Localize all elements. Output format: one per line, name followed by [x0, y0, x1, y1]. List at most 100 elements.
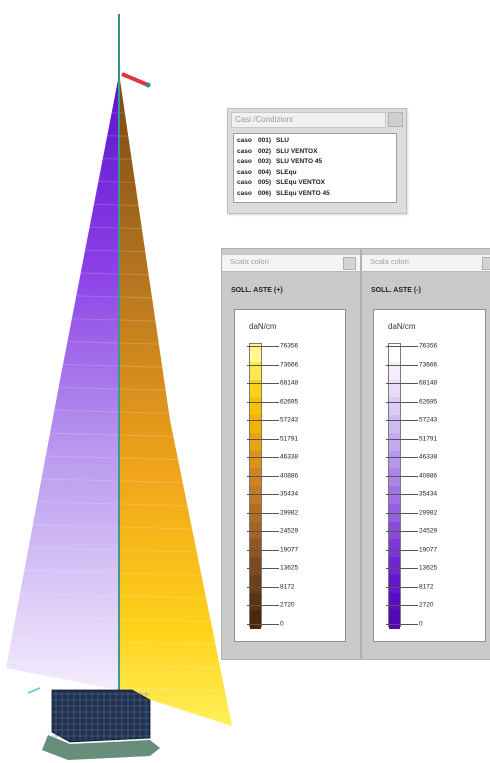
load-cases-panel: Casi /Condizioni caso 001) SLU caso 002) SLU …	[227, 108, 407, 214]
legend-tick-label: 46338	[280, 453, 299, 461]
scale-heading: SOLL. ASTE (+)	[231, 287, 283, 294]
color-swatch	[250, 574, 261, 593]
legend-tick-label: 24529	[280, 527, 299, 535]
legend-tick	[386, 401, 418, 403]
close-icon[interactable]	[388, 112, 403, 127]
scale-panel-title: Scala colori	[230, 257, 269, 266]
legend-tick	[386, 568, 418, 570]
legend-tick-label: 76356	[280, 342, 299, 350]
legend-tick	[247, 494, 279, 496]
legend-tick-label: 2720	[280, 601, 295, 609]
legend-tick	[247, 512, 279, 514]
unit-label: daN/cm	[249, 322, 277, 331]
legend-tick-label: 68148	[419, 379, 438, 387]
color-swatch	[389, 521, 400, 540]
scale-panel-header[interactable]: Scala colori	[362, 255, 490, 272]
color-swatch	[250, 592, 261, 611]
load-case-row[interactable]: caso 003) SLU VENTO 45	[237, 157, 393, 168]
load-case-name: SLEqu	[276, 168, 297, 176]
scale-panel-negative: Scala colori SOLL. ASTE (-) daN/cm 76356…	[361, 248, 490, 660]
wind-arrow-tip	[145, 82, 151, 88]
legend-tick-label: 62695	[419, 398, 438, 406]
legend-tick-label: 19077	[419, 546, 438, 554]
color-swatch	[250, 450, 261, 469]
positive-stress-diagram	[120, 80, 232, 726]
foundation-block	[42, 689, 160, 760]
load-case-row[interactable]: caso 001) SLU	[237, 136, 393, 147]
color-bar	[388, 343, 401, 629]
load-cases-list[interactable]: caso 001) SLU caso 002) SLU VENTOX caso 003) SLU…	[233, 133, 397, 203]
legend-tick	[386, 438, 418, 440]
legend-tick	[386, 457, 418, 459]
color-swatch	[389, 574, 400, 593]
color-swatch	[250, 557, 261, 576]
unit-label: daN/cm	[388, 322, 416, 331]
load-cases-title: Casi /Condizioni	[231, 112, 386, 128]
load-case-name: SLU	[276, 137, 289, 144]
load-case-row[interactable]: caso 002) SLU VENTOX	[237, 147, 393, 158]
legend-tick	[386, 383, 418, 385]
load-case-name: SLEqu VENTO 45	[276, 189, 330, 197]
color-swatch	[389, 539, 400, 558]
color-bar	[249, 343, 262, 629]
legend-tick-label: 51791	[419, 435, 438, 443]
legend-tick	[247, 605, 279, 607]
load-case-word: caso	[237, 137, 252, 144]
legend-tick-label: 57243	[280, 416, 299, 424]
legend-tick-label: 24529	[419, 527, 438, 535]
legend-tick-label: 57243	[419, 416, 438, 424]
load-case-row[interactable]: caso 005) SLEqu VENTOX	[237, 178, 393, 189]
color-swatch	[389, 415, 400, 434]
color-legend: daN/cm 76356 73666 68148 62695 57243 51791 463…	[373, 309, 486, 642]
legend-tick	[386, 586, 418, 588]
color-swatch	[389, 450, 400, 469]
scale-heading: SOLL. ASTE (-)	[371, 287, 421, 294]
color-swatch	[250, 361, 261, 380]
axis-marker	[27, 687, 41, 694]
wind-arrow	[121, 72, 149, 87]
load-case-num: 001)	[258, 137, 272, 144]
legend-tick-label: 19077	[280, 546, 299, 554]
color-swatch	[389, 432, 400, 451]
load-case-row[interactable]: caso 004) SLEqu	[237, 168, 393, 179]
color-swatch	[389, 592, 400, 611]
legend-tick	[247, 420, 279, 422]
legend-tick-label: 40886	[280, 472, 299, 480]
legend-tick-label: 8172	[419, 583, 434, 591]
legend-tick-label: 46338	[419, 453, 438, 461]
color-swatch	[250, 432, 261, 451]
negative-stress-diagram	[6, 80, 118, 690]
legend-tick	[247, 568, 279, 570]
legend-tick	[247, 383, 279, 385]
legend-tick	[247, 457, 279, 459]
load-case-word: caso	[237, 168, 252, 176]
color-swatch	[250, 539, 261, 558]
legend-tick-label: 73666	[419, 361, 438, 369]
color-swatch	[250, 379, 261, 398]
legend-tick-label: 51791	[280, 435, 299, 443]
close-icon[interactable]	[343, 257, 356, 270]
legend-tick	[386, 346, 418, 347]
legend-tick	[247, 549, 279, 551]
legend-tick-label: 35434	[280, 490, 299, 498]
color-swatch	[389, 344, 400, 363]
legend-tick-label: 0	[280, 620, 284, 628]
color-swatch	[389, 397, 400, 416]
legend-tick	[247, 624, 279, 625]
load-case-num: 002)	[258, 147, 272, 155]
scale-panel-header[interactable]: Scala colori	[222, 255, 360, 272]
color-swatch	[250, 397, 261, 416]
close-icon[interactable]	[482, 257, 490, 270]
load-case-name: SLEqu VENTOX	[276, 179, 325, 186]
legend-tick	[386, 475, 418, 477]
legend-tick-label: 40886	[419, 472, 438, 480]
load-case-num: 006)	[258, 189, 272, 197]
legend-tick-label: 8172	[280, 583, 295, 591]
legend-tick-label: 2720	[419, 601, 434, 609]
load-case-row[interactable]: caso 006) SLEqu VENTO 45	[237, 189, 393, 200]
legend-tick-label: 62695	[280, 398, 299, 406]
load-case-name: SLU VENTOX	[276, 147, 318, 155]
legend-tick	[247, 438, 279, 440]
